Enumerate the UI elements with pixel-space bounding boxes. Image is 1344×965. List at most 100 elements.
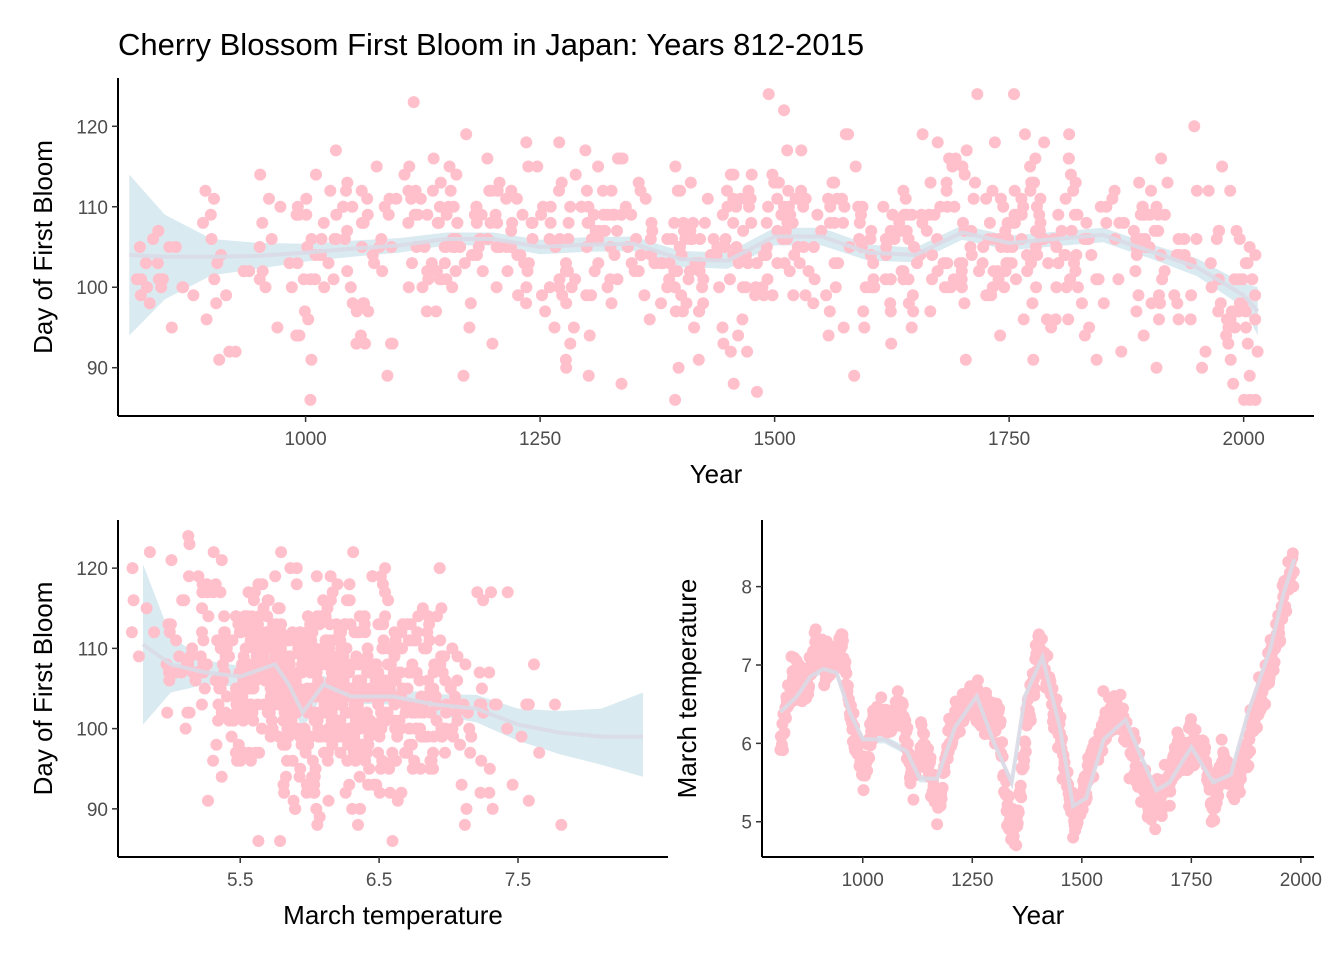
data-point (229, 345, 242, 358)
data-point (230, 746, 243, 759)
y-tick-label: 100 (76, 278, 108, 299)
data-point (1152, 224, 1165, 237)
data-point (231, 690, 244, 703)
data-point (1092, 273, 1105, 286)
data-point (300, 208, 313, 221)
data-point (265, 233, 278, 245)
data-point (292, 722, 305, 735)
data-point (567, 321, 580, 334)
data-point (918, 728, 930, 740)
data-point (688, 321, 701, 334)
data-point (309, 273, 322, 286)
data-point (391, 730, 404, 743)
data-point (926, 249, 939, 261)
figure-title: Cherry Blossom First Bloom in Japan: Yea… (118, 27, 864, 62)
data-point (405, 192, 418, 205)
data-point (438, 241, 451, 253)
x-axis-title: Year (690, 459, 743, 489)
data-point (322, 722, 335, 735)
data-point (971, 88, 984, 101)
data-point (446, 722, 459, 735)
data-point (1190, 233, 1203, 245)
data-point (612, 152, 624, 165)
data-point (967, 192, 980, 205)
data-point (737, 224, 750, 237)
data-point (1212, 789, 1225, 802)
data-point (994, 329, 1007, 342)
data-point (165, 554, 178, 567)
data-point (724, 345, 737, 358)
data-point (474, 786, 487, 799)
data-point (201, 658, 213, 671)
y-tick-label: 90 (87, 359, 108, 380)
data-point (840, 667, 853, 680)
data-point (1188, 120, 1201, 133)
data-point (466, 249, 478, 261)
data-point (388, 626, 401, 639)
data-point (605, 297, 618, 310)
data-point (205, 233, 218, 245)
data-point (512, 289, 525, 302)
data-point (807, 297, 820, 310)
data-point (1052, 257, 1065, 270)
y-axis-title: March temperature (672, 579, 702, 799)
data-point (1058, 249, 1071, 261)
data-point (279, 634, 292, 647)
data-point (293, 770, 306, 783)
data-point (864, 233, 877, 245)
data-point (802, 265, 815, 278)
data-point (444, 184, 457, 197)
data-point (1137, 329, 1150, 342)
data-point (207, 586, 220, 599)
data-point (579, 144, 592, 157)
data-point (199, 184, 212, 197)
data-point (1143, 208, 1156, 221)
data-point (1028, 682, 1041, 695)
data-point (868, 281, 881, 294)
data-point (501, 586, 514, 599)
data-point (403, 634, 416, 647)
data-point (170, 634, 183, 647)
data-point (934, 200, 947, 213)
data-point (923, 208, 935, 221)
data-point (230, 706, 243, 719)
data-point (215, 770, 228, 783)
data-point (416, 281, 429, 294)
data-point (183, 570, 195, 583)
data-point (668, 281, 681, 294)
data-point (793, 257, 806, 270)
data-point (760, 216, 773, 229)
data-point (451, 216, 464, 229)
data-point (418, 730, 431, 743)
data-point (341, 224, 354, 237)
data-point (1010, 273, 1022, 286)
data-point (778, 200, 790, 213)
data-point (215, 554, 228, 567)
data-point (505, 184, 518, 197)
data-point (849, 160, 862, 173)
data-point (489, 208, 502, 221)
data-point (795, 184, 808, 197)
data-point (391, 794, 404, 807)
data-point (459, 658, 472, 671)
data-point (920, 224, 933, 237)
data-point (1010, 839, 1023, 852)
data-point (857, 784, 870, 797)
data-point (297, 273, 310, 286)
data-point (334, 746, 347, 759)
data-point (692, 353, 705, 366)
data-point (761, 273, 774, 286)
data-point (1071, 281, 1084, 294)
data-point (388, 650, 401, 663)
data-point (611, 224, 623, 237)
data-point (1189, 723, 1202, 736)
data-point (1249, 313, 1262, 326)
data-point (1202, 184, 1215, 197)
data-point (337, 200, 350, 213)
data-point (625, 208, 638, 221)
data-point (261, 698, 273, 711)
data-point (739, 281, 752, 294)
data-point (305, 682, 318, 695)
data-point (383, 762, 396, 775)
data-point (447, 200, 460, 213)
